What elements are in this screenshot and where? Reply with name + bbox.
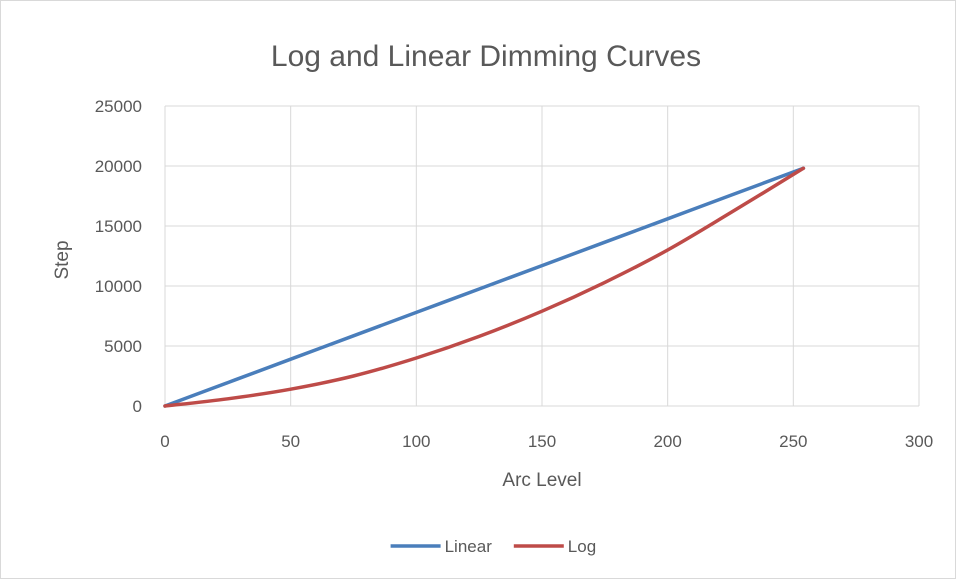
series-line-linear [163,166,806,408]
y-tick-label: 0 [133,397,142,416]
legend-label-log: Log [568,537,596,556]
x-tick-label: 0 [160,432,169,451]
legend: Linear Log [390,537,596,556]
chart-title: Log and Linear Dimming Curves [271,40,701,73]
x-tick-label: 100 [402,432,430,451]
x-tick-label: 250 [779,432,807,451]
y-axis-title: Step [52,240,73,279]
series-line-log [163,166,806,408]
y-tick-label: 25000 [95,97,142,116]
y-tick-label: 10000 [95,277,142,296]
series-lines [163,166,806,408]
x-tick-label: 300 [905,432,933,451]
y-tick-label: 5000 [104,337,142,356]
gridlines [165,105,920,406]
tick-labels: 0 5000 10000 15000 20000 25000 0 50 100 150 200 250… [95,97,933,451]
y-tick-label: 20000 [95,157,142,176]
x-tick-label: 150 [528,432,556,451]
y-tick-label: 15000 [95,217,142,236]
x-tick-label: 200 [653,432,681,451]
x-tick-label: 50 [281,432,300,451]
legend-label-linear: Linear [445,537,493,556]
x-axis-title: Arc Level [502,470,581,491]
axes [164,106,919,407]
